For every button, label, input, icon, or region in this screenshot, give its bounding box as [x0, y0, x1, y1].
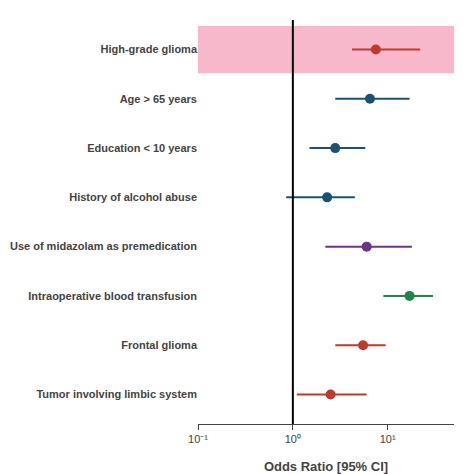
svg-text:Age > 65 years: Age > 65 years: [120, 93, 197, 105]
svg-text:Tumor involving limbic system: Tumor involving limbic system: [36, 388, 197, 400]
svg-text:High-grade glioma: High-grade glioma: [100, 43, 197, 55]
svg-text:Frontal glioma: Frontal glioma: [121, 339, 198, 351]
svg-text:Education < 10 years: Education < 10 years: [87, 142, 197, 154]
svg-text:Use of midazolam as premedicat: Use of midazolam as premedication: [10, 240, 197, 252]
svg-text:10⁻¹: 10⁻¹: [188, 433, 208, 445]
svg-text:10¹: 10¹: [380, 433, 396, 445]
svg-text:History of alcohol abuse: History of alcohol abuse: [69, 191, 197, 203]
svg-text:10⁰: 10⁰: [285, 433, 301, 445]
svg-text:Intraoperative blood transfusi: Intraoperative blood transfusion: [28, 290, 197, 302]
svg-text:Odds Ratio [95% CI]: Odds Ratio [95% CI]: [264, 459, 388, 474]
